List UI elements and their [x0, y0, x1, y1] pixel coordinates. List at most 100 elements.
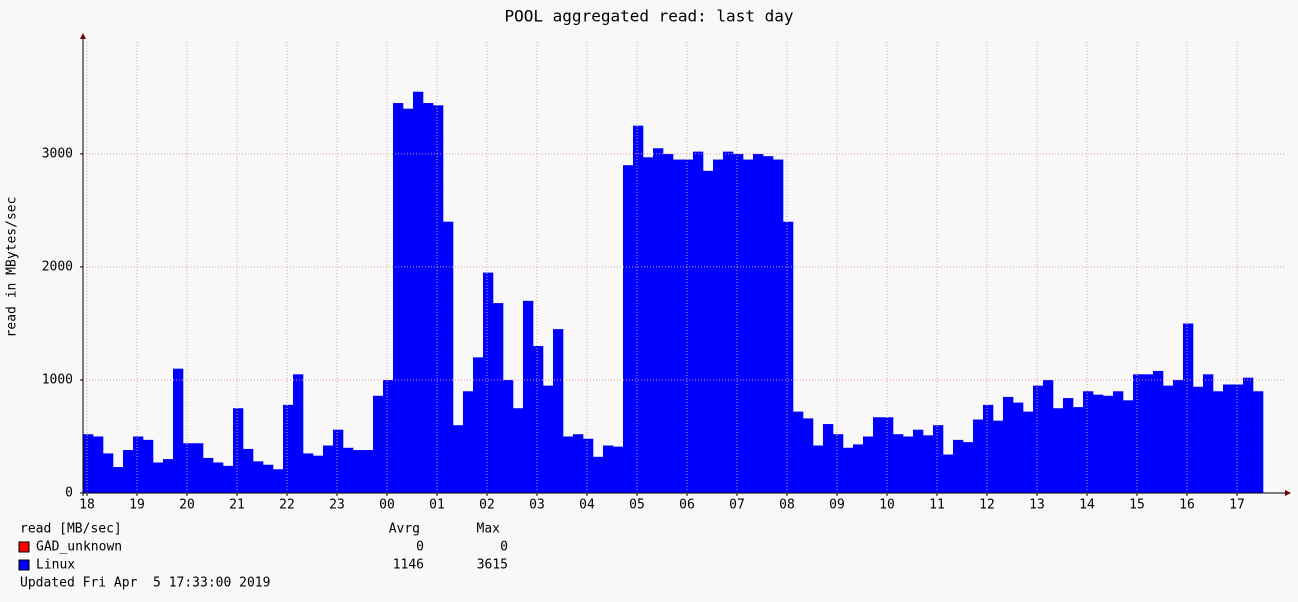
area-step: [453, 425, 464, 493]
area-step: [813, 445, 824, 493]
area-step: [203, 457, 214, 493]
area-step: [473, 357, 484, 493]
area-step: [463, 391, 474, 493]
area-step: [513, 408, 524, 493]
area-step: [863, 436, 874, 493]
area-step: [933, 425, 944, 493]
area-step: [193, 443, 204, 493]
area-step: [503, 379, 514, 493]
area-step: [383, 379, 394, 493]
area-step: [1093, 394, 1104, 493]
x-tick-label: 10: [879, 498, 895, 513]
area-step: [613, 446, 624, 493]
area-step: [743, 159, 754, 493]
area-step: [643, 157, 654, 494]
stat-column: Avrg: [389, 522, 420, 537]
area-step: [273, 469, 284, 493]
x-tick-label: 13: [1029, 498, 1045, 513]
x-tick-label: 06: [679, 498, 695, 513]
area-step: [413, 91, 424, 493]
x-tick-label: 09: [829, 498, 845, 513]
area-step: [143, 439, 154, 493]
area-step: [1023, 411, 1034, 493]
area-step: [1103, 395, 1114, 493]
area-step: [393, 103, 404, 493]
area-step: [1223, 384, 1234, 493]
legend-label: GAD_unknown: [36, 540, 122, 555]
area-step: [553, 329, 564, 493]
area-step: [353, 450, 364, 493]
area-step: [883, 417, 894, 493]
area-step: [363, 450, 374, 493]
x-tick-label: 03: [529, 498, 545, 513]
legend-swatch: [18, 559, 30, 571]
area-step: [323, 445, 334, 493]
area-step: [93, 436, 104, 493]
area-step: [1173, 379, 1184, 493]
area-step: [683, 159, 694, 493]
area-step: [373, 395, 384, 493]
area-step: [603, 445, 614, 493]
x-tick-label: 00: [379, 498, 395, 513]
area-step: [1143, 374, 1154, 493]
area-step: [653, 148, 664, 494]
x-tick-label: 04: [579, 498, 595, 513]
area-step: [153, 462, 164, 493]
area-step: [1233, 384, 1244, 493]
area-step: [1213, 391, 1224, 493]
x-tick-label: 23: [329, 498, 345, 513]
area-step: [1113, 391, 1124, 493]
area-step: [943, 454, 954, 493]
area-step: [963, 442, 974, 493]
x-tick-label: 22: [279, 498, 295, 513]
area-step: [1253, 391, 1264, 493]
x-tick-label: 17: [1229, 498, 1245, 513]
area-step: [533, 346, 544, 493]
area-step: [123, 450, 134, 493]
area-step: [213, 462, 224, 493]
axis-arrow: [80, 33, 86, 39]
x-tick-label: 01: [429, 498, 445, 513]
area-step: [803, 418, 814, 493]
legend-stat: 0: [500, 540, 508, 555]
area-step: [633, 125, 644, 494]
area-step: [703, 170, 714, 493]
area-step: [793, 411, 804, 493]
area-step: [1123, 400, 1134, 493]
x-tick-label: 19: [129, 498, 145, 513]
x-tick-label: 14: [1079, 498, 1095, 513]
area-step: [1183, 323, 1194, 493]
area-step: [753, 153, 764, 493]
area-step: [1153, 370, 1164, 493]
area-step: [1013, 402, 1024, 493]
footer: Updated Fri Apr 5 17:33:00 2019: [20, 576, 270, 591]
area-step: [343, 447, 354, 493]
area-step: [253, 461, 264, 493]
area-step: [893, 434, 904, 493]
area-step: [823, 424, 834, 493]
x-tick-label: 20: [179, 498, 195, 513]
area-step: [973, 419, 984, 493]
area-step: [953, 439, 964, 493]
area-step: [663, 153, 674, 493]
x-tick-label: 21: [229, 498, 245, 513]
area-step: [283, 404, 294, 493]
area-step: [523, 300, 534, 493]
area-step: [1073, 407, 1084, 493]
area-step: [263, 464, 274, 493]
area-step: [993, 420, 1004, 493]
legend-stat: 0: [416, 540, 424, 555]
area-step: [493, 303, 504, 493]
area-step: [333, 429, 344, 493]
area-step: [773, 159, 784, 493]
area-step: [843, 447, 854, 493]
area-step: [693, 151, 704, 493]
x-tick-label: 16: [1179, 498, 1195, 513]
area-step: [913, 429, 924, 493]
x-tick-label: 07: [729, 498, 745, 513]
area-step: [723, 151, 734, 493]
area-step: [1053, 408, 1064, 493]
axis-arrow: [1285, 490, 1291, 496]
area-step: [1033, 385, 1044, 493]
